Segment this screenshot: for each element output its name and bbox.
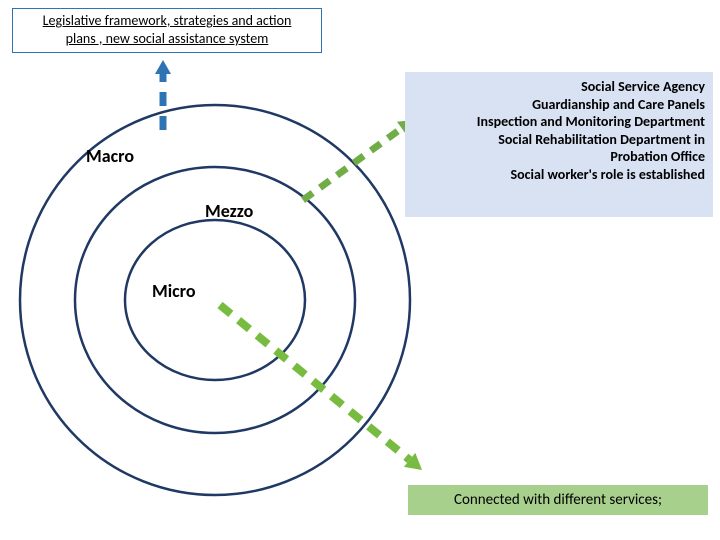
diagram-stage: Legislative framework, strategies and ac… — [0, 0, 720, 540]
top-legislative-box: Legislative framework, strategies and ac… — [12, 8, 322, 53]
right-line-5: Probation Office — [413, 148, 705, 166]
label-macro: Macro — [86, 145, 134, 168]
label-micro: Micro — [152, 280, 196, 303]
bottom-connected-box: Connected with different services; — [408, 485, 708, 515]
right-line-6: Social worker's role is established — [413, 166, 705, 184]
top-box-line1: Legislative framework, strategies and ac… — [43, 12, 292, 29]
right-line-3: Inspection and Monitoring Department — [413, 113, 705, 131]
right-line-4: Social Rehabilitation Department in — [413, 131, 705, 149]
top-box-line2: plans , new social assistance system — [66, 30, 269, 47]
label-mezzo: Mezzo — [205, 200, 253, 223]
right-line-2: Guardianship and Care Panels — [413, 96, 705, 114]
right-agencies-box: Social Service Agency Guardianship and C… — [405, 72, 713, 217]
right-line-1: Social Service Agency — [413, 78, 705, 96]
bottom-box-text: Connected with different services; — [454, 491, 662, 510]
